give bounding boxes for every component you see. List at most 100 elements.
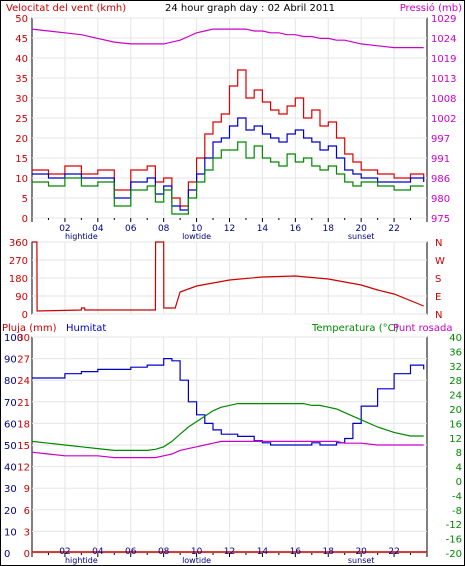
axis-labels: 0202040406060808101012121414161618182020… [4, 14, 462, 565]
compass-tick-label: N [435, 310, 442, 321]
event-label: hightide [65, 232, 98, 241]
x-tick-label: 12 [224, 547, 235, 557]
pressure-y-tick-label: 1024 [431, 34, 456, 45]
temperature-y-tick-label: 36 [449, 347, 462, 358]
humidity-y-tick-label: 30 [4, 484, 17, 495]
x-tick-label: 22 [388, 547, 399, 557]
x-tick-label: 16 [290, 547, 302, 557]
event-label: sunset [348, 232, 375, 241]
temperature-y-tick-label: 0 [456, 477, 462, 488]
axis-ticks [31, 218, 428, 557]
wind-y-tick-label: 40 [15, 54, 28, 65]
temperature-y-tick-label: 32 [449, 362, 462, 373]
pressure-y-tick-label: 1002 [431, 114, 456, 125]
wind-axis-title: Velocitat del vent (kmh) [6, 3, 126, 14]
temperature-y-tick-label: 40 [449, 333, 462, 344]
humidity-line [32, 358, 425, 446]
wind-y-tick-label: 25 [15, 114, 28, 125]
wind-y-tick-label: 45 [15, 34, 28, 45]
humidity-axis-title: Humitat [66, 323, 106, 334]
direction-y-tick-label: 360 [9, 238, 28, 249]
x-tick-label: 14 [257, 547, 269, 557]
humidity-y-tick-label: 100 [4, 333, 23, 344]
wind-y-tick-label: 20 [15, 134, 28, 145]
rain-axis-title: Pluja (mm) [2, 323, 57, 334]
humidity-y-tick-label: 10 [4, 527, 17, 538]
humidity-y-tick-label: 60 [4, 419, 17, 430]
wind-y-tick-label: 35 [15, 74, 28, 85]
wind-series-line-1 [32, 117, 425, 211]
humidity-y-tick-label: 70 [4, 398, 17, 409]
rain-y-tick-label: 12 [17, 463, 30, 474]
event-label: lowtide [182, 556, 211, 565]
wind-series-line-0 [32, 69, 425, 207]
graph-title: 24 hour graph day : 02 Abril 2011 [165, 3, 335, 14]
pressure-y-tick-label: 975 [431, 214, 450, 225]
rain-y-tick-label: 27 [17, 355, 30, 366]
rain-y-tick-label: 9 [24, 484, 30, 495]
event-label: lowtide [182, 232, 211, 241]
direction-y-tick-label: 0 [22, 310, 28, 321]
humidity-y-tick-label: 40 [4, 463, 17, 474]
x-tick-label: 08 [158, 547, 170, 557]
pressure-y-tick-label: 986 [431, 174, 450, 185]
humidity-y-tick-label: 20 [4, 506, 17, 517]
humidity-y-tick-label: 50 [4, 441, 17, 452]
rain-y-tick-label: 24 [17, 376, 30, 387]
event-label: hightide [65, 556, 98, 565]
wind-y-tick-label: 0 [22, 214, 28, 225]
temperature-y-tick-label: 4 [456, 463, 462, 474]
series [31, 28, 427, 553]
x-tick-label: 18 [323, 224, 335, 234]
temperature-y-tick-label: -4 [452, 491, 462, 502]
temperature-y-tick-label: -12 [446, 520, 462, 531]
direction-y-tick-label: 270 [9, 256, 28, 267]
x-tick-label: 22 [388, 224, 399, 234]
x-tick-label: 20 [355, 224, 367, 234]
x-tick-label: 20 [355, 547, 367, 557]
compass-tick-label: S [435, 274, 441, 285]
pressure-line [31, 28, 424, 49]
dewpoint-axis-title: Punt rosada [393, 323, 452, 334]
x-tick-label: 02 [59, 224, 70, 234]
temperature-y-tick-label: 28 [449, 376, 462, 387]
x-tick-label: 04 [92, 547, 104, 557]
x-tick-label: 10 [191, 224, 203, 234]
wind-y-tick-label: 5 [22, 194, 28, 205]
temperature-y-tick-label: 12 [449, 434, 462, 445]
x-tick-label: 12 [224, 224, 235, 234]
x-tick-label: 06 [125, 547, 137, 557]
x-tick-label: 04 [92, 224, 104, 234]
rain-y-tick-label: 15 [17, 441, 30, 452]
temperature-axis-title: Temperatura (°C) [311, 323, 399, 334]
temperature-y-tick-label: 20 [449, 405, 462, 416]
pressure-y-tick-label: 997 [431, 134, 450, 145]
temperature-y-tick-label: -20 [446, 549, 462, 560]
dewpoint-line [31, 440, 424, 459]
pressure-y-tick-label: 1013 [431, 74, 456, 85]
temperature-line [31, 403, 424, 451]
rain-y-tick-label: 21 [17, 398, 30, 409]
rain-y-tick-label: 3 [24, 527, 30, 538]
pressure-y-tick-label: 1029 [431, 14, 456, 25]
humidity-y-tick-label: 0 [4, 549, 10, 560]
x-tick-label: 06 [125, 224, 137, 234]
humidity-y-tick-label: 90 [4, 355, 17, 366]
temperature-y-tick-label: -8 [452, 506, 462, 517]
wind-y-tick-label: 15 [15, 154, 28, 165]
pressure-y-tick-label: 980 [431, 194, 450, 205]
compass-tick-label: N [435, 238, 442, 249]
direction-line [32, 241, 424, 312]
compass-tick-label: W [435, 256, 445, 267]
temperature-y-tick-label: -16 [446, 535, 462, 546]
wind-y-tick-label: 10 [15, 174, 28, 185]
pressure-y-tick-label: 1008 [431, 94, 456, 105]
x-tick-label: 16 [290, 224, 302, 234]
event-label: sunset [348, 556, 375, 565]
wind-series-line-2 [32, 141, 424, 215]
x-tick-label: 14 [257, 224, 269, 234]
wind-y-tick-label: 50 [15, 14, 28, 25]
x-tick-label: 10 [191, 547, 203, 557]
pressure-y-tick-label: 1019 [431, 54, 456, 65]
